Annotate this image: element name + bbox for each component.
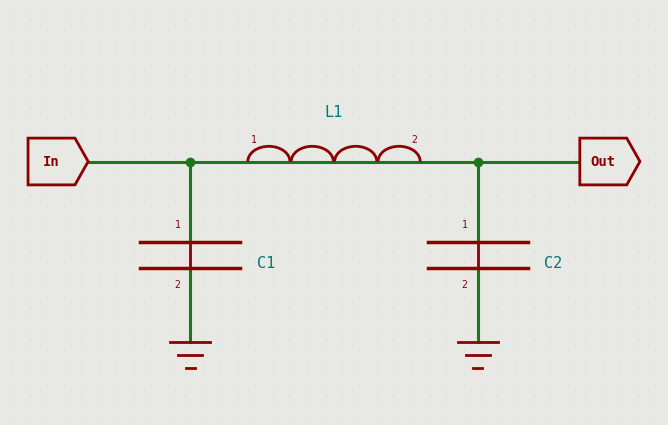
Text: L1: L1 <box>325 105 343 120</box>
Text: 2: 2 <box>411 135 417 145</box>
Polygon shape <box>580 138 640 185</box>
Text: C1: C1 <box>257 256 275 271</box>
Text: In: In <box>43 155 59 168</box>
Text: 1: 1 <box>251 135 257 145</box>
Text: 2: 2 <box>462 280 468 290</box>
Text: 2: 2 <box>174 280 180 290</box>
Text: 1: 1 <box>174 220 180 230</box>
Text: Out: Out <box>590 155 615 168</box>
Polygon shape <box>28 138 88 185</box>
Text: 1: 1 <box>462 220 468 230</box>
Text: C2: C2 <box>544 256 562 271</box>
